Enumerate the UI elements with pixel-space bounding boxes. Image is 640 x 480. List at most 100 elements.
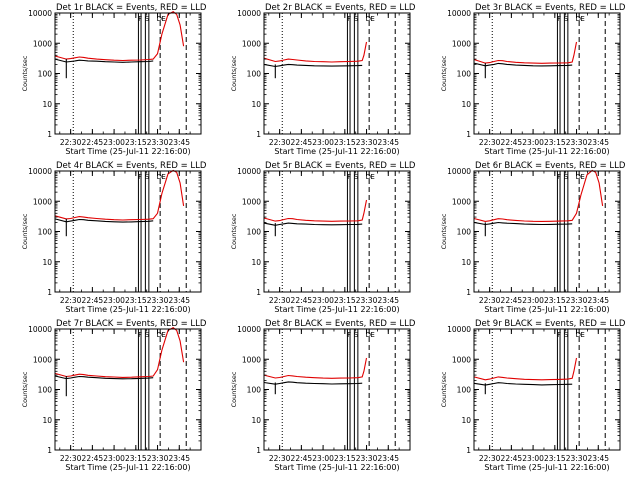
flag-label: S bbox=[564, 15, 569, 23]
y-tick-label: 1 bbox=[466, 130, 471, 139]
y-tick-label: 100 bbox=[247, 70, 262, 79]
chart-panel-3: Det 3r BLACK = Events, RED = LLD Start Ti… bbox=[440, 3, 626, 156]
y-axis-label: Counts/sec bbox=[21, 371, 29, 407]
x-tick-label: 22:45 bbox=[501, 138, 523, 147]
y-tick-label: 10 bbox=[461, 258, 471, 267]
y-tick-label: 10000 bbox=[237, 167, 261, 176]
y-tick-label: 1000 bbox=[33, 39, 52, 48]
flag-label: F bbox=[138, 15, 142, 23]
flag-label: D bbox=[366, 331, 371, 339]
flag-label: S bbox=[564, 331, 569, 339]
chart-title: Det 9r BLACK = Events, RED = LLD bbox=[475, 319, 626, 329]
plot-frame bbox=[54, 328, 202, 451]
y-tick-label: 1 bbox=[256, 446, 261, 455]
plot-frame bbox=[263, 170, 411, 293]
x-tick-label: 23:30 bbox=[356, 296, 378, 305]
x-tick-label: 23:30 bbox=[147, 138, 169, 147]
x-tick-label: 23:15 bbox=[334, 138, 356, 147]
x-tick-label: 22:30 bbox=[479, 138, 501, 147]
y-axis-label: Counts/sec bbox=[440, 213, 448, 249]
chart-panel-9: Det 9r BLACK = Events, RED = LLD Start Ti… bbox=[440, 319, 626, 472]
series-line-lld bbox=[473, 357, 578, 381]
flag-label: D bbox=[157, 15, 162, 23]
flag-label: E bbox=[580, 331, 584, 339]
flag-label: E bbox=[370, 331, 374, 339]
x-tick-label: 22:30 bbox=[60, 138, 82, 147]
x-tick-label: 22:45 bbox=[291, 454, 313, 463]
series-line-events bbox=[263, 222, 363, 226]
chart-title: Det 7r BLACK = Events, RED = LLD bbox=[56, 319, 207, 329]
flag-label: E bbox=[580, 15, 584, 23]
flag-label: E bbox=[370, 15, 374, 23]
chart-title: Det 5r BLACK = Events, RED = LLD bbox=[265, 161, 416, 171]
y-tick-label: 100 bbox=[247, 386, 262, 395]
plot-frame bbox=[473, 12, 621, 135]
flag-label: S bbox=[564, 173, 569, 181]
x-tick-label: 23:45 bbox=[168, 454, 190, 463]
x-tick-label: 23:45 bbox=[377, 296, 399, 305]
x-axis-label: Start Time (25-Jul-11 22:16:00) bbox=[65, 463, 190, 472]
y-tick-label: 1000 bbox=[452, 355, 471, 364]
y-tick-label: 10000 bbox=[28, 325, 52, 334]
x-axis-label: Start Time (25-Jul-11 22:16:00) bbox=[65, 147, 190, 156]
chart-panel-5: Det 5r BLACK = Events, RED = LLD Start Ti… bbox=[230, 161, 416, 314]
chart-title: Det 1r BLACK = Events, RED = LLD bbox=[56, 3, 207, 13]
y-tick-label: 10 bbox=[461, 100, 471, 109]
x-tick-label: 23:30 bbox=[566, 454, 588, 463]
x-axis-label: Start Time (25-Jul-11 22:16:00) bbox=[484, 305, 609, 314]
plot-frame bbox=[263, 328, 411, 451]
x-tick-label: 23:45 bbox=[168, 296, 190, 305]
y-axis-label: Counts/sec bbox=[440, 55, 448, 91]
chart-title: Det 2r BLACK = Events, RED = LLD bbox=[265, 3, 416, 13]
x-tick-label: 22:30 bbox=[60, 454, 82, 463]
x-tick-label: 22:30 bbox=[479, 296, 501, 305]
x-tick-label: 23:15 bbox=[125, 138, 147, 147]
series-line-events bbox=[473, 221, 573, 226]
x-tick-label: 23:45 bbox=[587, 454, 609, 463]
x-tick-label: 22:45 bbox=[82, 138, 104, 147]
y-tick-label: 1000 bbox=[452, 39, 471, 48]
x-axis-label: Start Time (25-Jul-11 22:16:00) bbox=[274, 147, 399, 156]
x-axis-label: Start Time (25-Jul-11 22:16:00) bbox=[484, 147, 609, 156]
y-tick-label: 10000 bbox=[237, 325, 261, 334]
y-axis-label: Counts/sec bbox=[230, 55, 238, 91]
y-tick-label: 10 bbox=[251, 416, 261, 425]
y-tick-label: 1 bbox=[47, 130, 52, 139]
y-tick-label: 10000 bbox=[447, 325, 471, 334]
y-axis-label: Counts/sec bbox=[440, 371, 448, 407]
series-line-events bbox=[473, 62, 573, 67]
flag-label: S bbox=[354, 15, 359, 23]
plot-frame bbox=[54, 12, 202, 135]
x-tick-label: 23:15 bbox=[544, 454, 566, 463]
chart-title: Det 6r BLACK = Events, RED = LLD bbox=[475, 161, 626, 171]
chart-panel-8: Det 8r BLACK = Events, RED = LLD Start Ti… bbox=[230, 319, 416, 472]
x-tick-label: 23:45 bbox=[587, 296, 609, 305]
plot-frame bbox=[473, 170, 621, 293]
chart-title: Det 8r BLACK = Events, RED = LLD bbox=[265, 319, 416, 329]
y-axis-label: Counts/sec bbox=[21, 55, 29, 91]
series-line-lld bbox=[263, 357, 368, 379]
x-tick-label: 23:00 bbox=[522, 454, 544, 463]
x-tick-label: 23:00 bbox=[522, 296, 544, 305]
chart-panel-6: Det 6r BLACK = Events, RED = LLD Start Ti… bbox=[440, 161, 626, 314]
chart-panel-7: Det 7r BLACK = Events, RED = LLD Start Ti… bbox=[21, 319, 207, 472]
y-tick-label: 1000 bbox=[33, 197, 52, 206]
x-tick-label: 23:45 bbox=[587, 138, 609, 147]
x-tick-label: 23:00 bbox=[312, 138, 334, 147]
chart-title: Det 4r BLACK = Events, RED = LLD bbox=[56, 161, 207, 171]
series-line-events bbox=[54, 218, 154, 223]
x-tick-label: 22:30 bbox=[479, 454, 501, 463]
flag-label: D bbox=[157, 331, 162, 339]
flag-label: D bbox=[366, 173, 371, 181]
flag-label: F bbox=[138, 173, 142, 181]
plot-frame bbox=[263, 12, 411, 135]
y-tick-label: 10000 bbox=[237, 9, 261, 18]
y-tick-label: 1 bbox=[47, 288, 52, 297]
flag-label: F bbox=[557, 15, 561, 23]
y-tick-label: 10 bbox=[461, 416, 471, 425]
x-tick-label: 23:30 bbox=[147, 454, 169, 463]
flag-label: D bbox=[576, 331, 581, 339]
x-tick-label: 23:00 bbox=[103, 138, 125, 147]
flag-label: D bbox=[576, 173, 581, 181]
flag-label: D bbox=[576, 15, 581, 23]
